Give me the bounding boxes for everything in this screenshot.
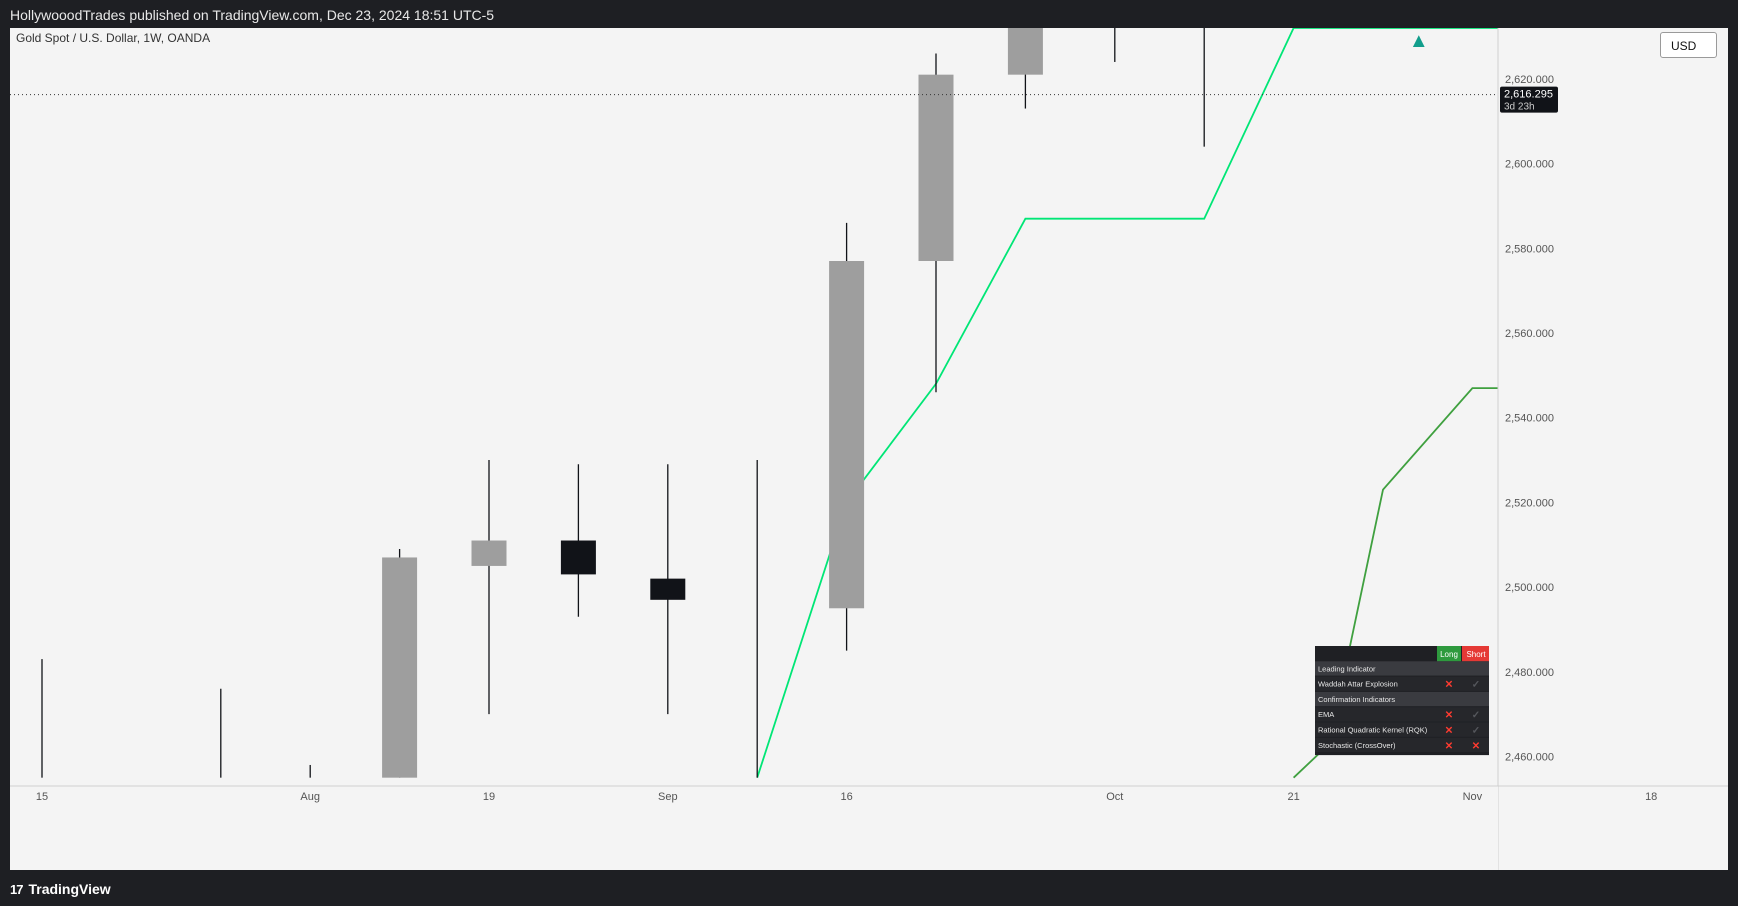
table-row-label: Waddah Attar Explosion bbox=[1318, 680, 1398, 689]
footer-bar: 17 TradingView bbox=[0, 872, 1738, 906]
publisher-bar: HollywooodTrades published on TradingVie… bbox=[0, 0, 1738, 28]
signal-up-marker: ▲ bbox=[1409, 30, 1429, 52]
y-tick-label: 2,620.000 bbox=[1505, 74, 1554, 86]
candle-body bbox=[829, 261, 865, 609]
y-tick-label: 2,540.000 bbox=[1505, 413, 1554, 425]
y-tick-label: 2,500.000 bbox=[1505, 582, 1554, 594]
candle[interactable] bbox=[650, 464, 686, 715]
price-chart[interactable]: POIPOI2550%90%R3 (2,682.72)R2 (2,657.32)… bbox=[10, 28, 1728, 870]
y-tick-label: 2,560.000 bbox=[1505, 328, 1554, 340]
candle[interactable] bbox=[829, 222, 865, 651]
table-row-label: Confirmation Indicators bbox=[1318, 695, 1395, 704]
last-price-countdown: 3d 23h bbox=[1504, 102, 1535, 113]
x-tick-label: 18 bbox=[1645, 791, 1657, 803]
table-row-label: Leading Indicator bbox=[1318, 664, 1376, 673]
long-header: Long bbox=[1440, 650, 1458, 659]
table-row-label: Stochastic (CrossOver) bbox=[1318, 741, 1396, 750]
tradingview-brand: TradingView bbox=[28, 881, 111, 897]
x-tick-label: 21 bbox=[1287, 791, 1299, 803]
price-axis[interactable] bbox=[1498, 28, 1728, 870]
table-row-label: Rational Quadratic Kernel (RQK) bbox=[1318, 726, 1428, 735]
x-tick-label: 19 bbox=[483, 791, 495, 803]
signal-table[interactable]: Long Short Leading Indicator Waddah Attar E… bbox=[1315, 646, 1489, 756]
currency-button[interactable]: USD bbox=[1660, 32, 1717, 58]
plot-area[interactable] bbox=[10, 28, 1498, 786]
y-tick-label: 2,520.000 bbox=[1505, 497, 1554, 509]
table-row bbox=[1315, 707, 1489, 722]
tradingview-logo[interactable]: 17 TradingView bbox=[10, 881, 111, 897]
y-tick-label: 2,580.000 bbox=[1505, 243, 1554, 255]
candle-body bbox=[1007, 28, 1043, 75]
chart-title: Gold Spot / U.S. Dollar, 1W, OANDA bbox=[16, 31, 210, 45]
y-tick-label: 2,600.000 bbox=[1505, 159, 1554, 171]
candle-body bbox=[650, 578, 686, 600]
publisher-text: HollywooodTrades published on TradingVie… bbox=[10, 7, 495, 23]
candle-body bbox=[918, 74, 954, 262]
long-signal-icon: ✕ bbox=[1445, 680, 1453, 691]
candle[interactable] bbox=[1007, 28, 1043, 109]
x-tick-label: Nov bbox=[1463, 791, 1483, 803]
last-price-tag bbox=[1500, 86, 1558, 113]
long-signal-icon: ✕ bbox=[1445, 741, 1453, 752]
short-signal-icon: ✓ bbox=[1472, 726, 1480, 737]
table-row bbox=[1315, 722, 1489, 737]
candle[interactable] bbox=[471, 460, 507, 715]
short-signal-icon: ✓ bbox=[1472, 710, 1480, 721]
last-price-value: 2,616.295 bbox=[1504, 89, 1553, 101]
short-header-bg bbox=[1462, 646, 1489, 662]
x-tick-label: 16 bbox=[840, 791, 852, 803]
short-signal-icon: ✓ bbox=[1472, 680, 1480, 691]
candle-body bbox=[560, 540, 596, 575]
tradingview-mark-icon: 17 bbox=[10, 881, 24, 897]
x-tick-label: Oct bbox=[1106, 791, 1123, 803]
table-row-label: EMA bbox=[1318, 710, 1334, 719]
table-row bbox=[1315, 737, 1489, 753]
long-signal-icon: ✕ bbox=[1445, 710, 1453, 721]
table-row bbox=[1315, 691, 1489, 707]
table-row bbox=[1315, 676, 1489, 691]
short-header: Short bbox=[1466, 650, 1486, 659]
y-tick-label: 2,480.000 bbox=[1505, 667, 1554, 679]
long-header-bg bbox=[1437, 646, 1461, 662]
candle[interactable] bbox=[382, 548, 418, 778]
x-tick-label: Sep bbox=[658, 791, 678, 803]
time-axis[interactable] bbox=[10, 786, 1498, 870]
candle[interactable] bbox=[918, 53, 954, 393]
candle-body bbox=[471, 540, 507, 566]
candle[interactable] bbox=[560, 464, 596, 617]
candle-body bbox=[382, 557, 418, 778]
table-row bbox=[1315, 661, 1489, 676]
short-signal-icon: ✕ bbox=[1472, 741, 1480, 752]
x-tick-label: Aug bbox=[300, 791, 320, 803]
long-signal-icon: ✕ bbox=[1445, 726, 1453, 737]
x-tick-label: 15 bbox=[36, 791, 48, 803]
chart-frame[interactable]: POIPOI2550%90%R3 (2,682.72)R2 (2,657.32)… bbox=[10, 28, 1728, 870]
y-tick-label: 2,460.000 bbox=[1505, 752, 1554, 764]
